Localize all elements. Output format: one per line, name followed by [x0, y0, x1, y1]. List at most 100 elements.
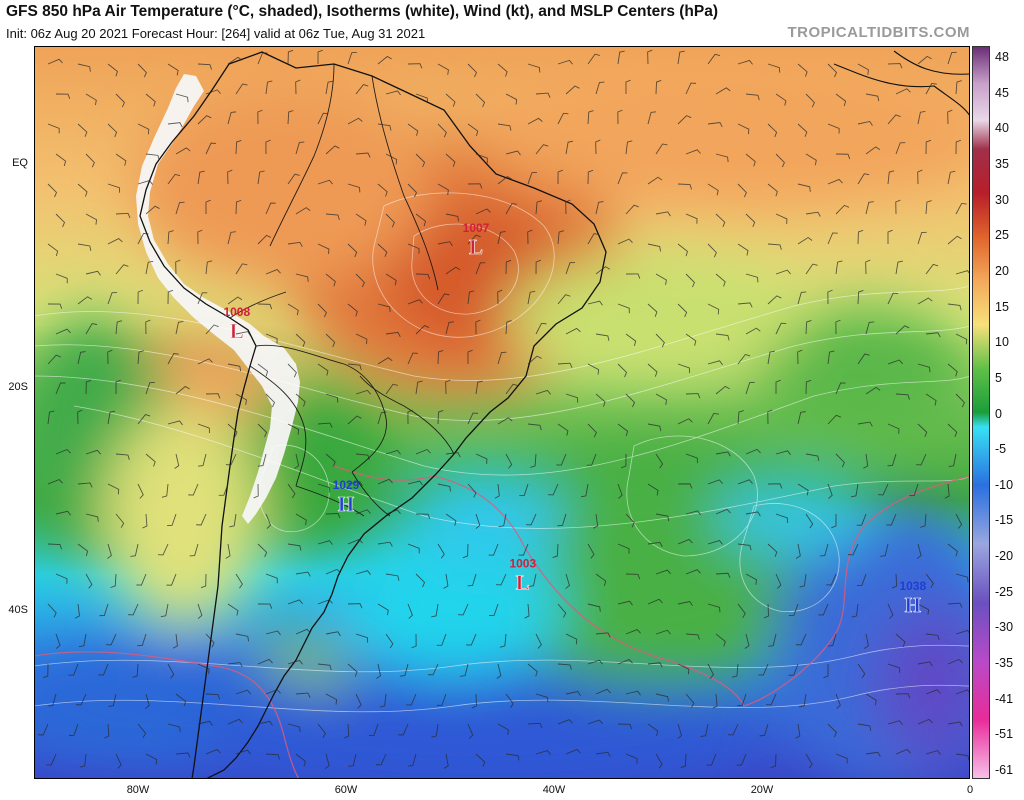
wind-barb — [595, 201, 604, 215]
wind-barb — [287, 423, 300, 435]
wind-barb — [851, 603, 859, 618]
wind-barb — [317, 112, 329, 125]
wind-barb — [317, 599, 333, 605]
wind-barb — [198, 453, 207, 467]
wind-barb — [227, 603, 239, 616]
wind-barb — [128, 603, 139, 616]
wind-barb — [145, 260, 154, 275]
wind-barb — [355, 84, 369, 95]
wind-barb — [767, 183, 778, 197]
wind-barb — [205, 393, 221, 399]
wind-barb — [407, 753, 417, 767]
watermark: TROPICALTIDBITS.COM — [787, 24, 970, 41]
wind-barb — [799, 573, 807, 588]
colorbar-tick-label: -10 — [995, 477, 1014, 492]
wind-barb — [106, 633, 117, 646]
wind-barb — [826, 573, 837, 586]
wind-barb — [325, 513, 341, 519]
wind-barb — [475, 208, 491, 215]
wind-barb — [925, 633, 940, 641]
wind-barb — [197, 423, 210, 434]
wind-barb — [685, 633, 700, 640]
wind-barb — [225, 453, 237, 466]
wind-barb — [685, 569, 701, 575]
wind-barb — [107, 123, 118, 138]
wind-barb — [174, 453, 180, 469]
wind-barb — [685, 693, 695, 708]
wind-barb — [557, 513, 567, 527]
wind-barb — [377, 411, 387, 425]
wind-barb — [38, 723, 49, 736]
wind-barb — [707, 183, 719, 196]
wind-barb — [835, 260, 843, 275]
longitude-label: 40W — [542, 784, 566, 796]
wind-barbs — [38, 49, 970, 769]
wind-barb — [325, 693, 338, 705]
wind-barb — [863, 453, 869, 469]
wind-barb — [107, 349, 113, 365]
wind-barb — [98, 663, 109, 676]
wind-barb — [295, 273, 309, 282]
wind-barb — [347, 117, 363, 125]
wind-barb — [677, 303, 688, 318]
wind-barb — [347, 303, 358, 317]
wind-barb — [835, 93, 847, 107]
wind-barb — [132, 663, 139, 678]
wind-barb — [68, 663, 79, 676]
colorbar-tick-label: -20 — [995, 549, 1014, 564]
wind-barb — [857, 353, 870, 365]
wind-barb — [895, 693, 911, 699]
wind-barb — [917, 363, 931, 373]
wind-barb — [175, 385, 190, 395]
wind-barb — [229, 513, 237, 528]
wind-barb — [617, 423, 629, 437]
wind-barb — [167, 122, 183, 128]
wind-barb — [265, 393, 276, 408]
wind-barb — [857, 229, 864, 245]
wind-barb — [715, 153, 729, 163]
wind-barb — [647, 243, 661, 252]
wind-barb — [775, 513, 788, 523]
wind-barb — [47, 410, 55, 425]
wind-barb — [647, 483, 659, 496]
wind-barb — [865, 693, 877, 706]
wind-barb — [175, 147, 191, 155]
wind-barb — [925, 750, 941, 755]
wind-barb — [595, 266, 611, 275]
wind-barb — [437, 63, 449, 75]
wind-barb — [110, 573, 117, 588]
wind-barb — [355, 213, 367, 226]
wind-barb — [325, 273, 336, 287]
wind-barb — [587, 233, 600, 245]
wind-barb — [745, 273, 759, 283]
wind-barb — [167, 230, 174, 245]
wind-barb — [287, 49, 294, 65]
pressure-value: 1029 — [333, 478, 360, 492]
wind-barb — [505, 203, 517, 215]
wind-barb — [227, 56, 243, 65]
wind-barb — [818, 603, 829, 616]
wind-barb — [257, 303, 273, 310]
wind-barb — [677, 50, 685, 65]
wind-barb — [475, 319, 481, 335]
colorbar-tick-label: -30 — [995, 620, 1014, 635]
wind-barb — [925, 200, 932, 215]
wind-barb — [475, 513, 481, 529]
wind-barb — [76, 693, 87, 706]
wind-barb — [287, 110, 294, 125]
wind-barb — [925, 393, 937, 406]
wind-barb — [415, 573, 426, 588]
wind-barb — [916, 453, 927, 466]
wind-barb — [715, 213, 726, 227]
wind-barb — [617, 600, 633, 606]
wind-barb — [805, 379, 812, 395]
wind-barb — [166, 573, 177, 586]
wind-barb — [160, 603, 169, 618]
wind-barb — [475, 153, 488, 164]
wind-barb — [317, 483, 331, 493]
wind-barb — [565, 85, 580, 95]
wind-barb — [415, 513, 431, 519]
wind-barb — [437, 293, 450, 305]
wind-barb — [557, 603, 567, 618]
